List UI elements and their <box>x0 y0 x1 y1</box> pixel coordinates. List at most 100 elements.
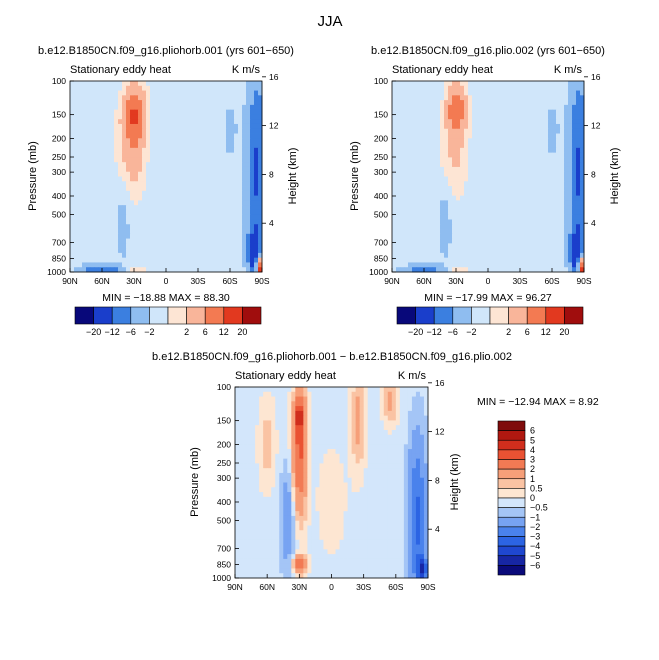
colorbar-swatch <box>452 306 472 325</box>
field-cell <box>74 147 79 154</box>
field-cell <box>202 205 207 211</box>
field-cell <box>420 176 425 182</box>
field-cell <box>359 425 365 431</box>
field-cell <box>146 104 151 111</box>
field-cell <box>387 401 393 407</box>
field-cell <box>134 119 139 125</box>
field-cell <box>568 252 573 259</box>
x-tick-label: 90S <box>254 276 269 286</box>
field-cell <box>242 262 247 268</box>
field-cell <box>568 152 573 158</box>
field-cell <box>448 252 453 259</box>
field-cell <box>146 186 151 192</box>
field-cell <box>488 128 493 134</box>
field-cell <box>444 85 449 91</box>
field-cell <box>371 387 377 393</box>
field-cell <box>202 138 207 144</box>
field-cell <box>158 162 163 168</box>
field-cell <box>540 229 545 235</box>
field-cell <box>331 406 336 412</box>
field-cell <box>166 143 171 149</box>
field-cell <box>158 181 163 187</box>
field-cell <box>428 262 433 268</box>
field-cell <box>238 171 243 177</box>
field-cell <box>351 429 357 436</box>
field-cell <box>243 482 248 488</box>
field-cell <box>496 81 501 87</box>
field-cell <box>198 100 203 106</box>
field-cell <box>98 229 103 235</box>
field-cell <box>520 152 525 158</box>
field-cell <box>323 429 328 436</box>
field-cell <box>259 396 264 402</box>
field-cell <box>267 415 272 421</box>
field-cell <box>86 252 91 259</box>
field-cell <box>416 233 421 239</box>
field-cell <box>90 262 95 268</box>
field-cell <box>343 420 348 426</box>
field-cell <box>387 429 393 436</box>
field-cell <box>287 472 292 479</box>
field-cell <box>528 238 533 244</box>
field-cell <box>90 119 95 125</box>
field-cell <box>560 166 565 173</box>
field-cell <box>392 252 397 259</box>
field-cell <box>303 415 308 421</box>
field-cell <box>303 458 308 464</box>
field-cell <box>419 477 425 483</box>
field-cell <box>540 119 545 125</box>
field-cell <box>94 123 99 130</box>
field-cell <box>504 81 509 87</box>
field-cell <box>416 162 421 168</box>
field-cell <box>512 147 517 154</box>
field-cell <box>496 209 501 216</box>
field-cell <box>544 166 549 173</box>
field-cell <box>540 114 545 120</box>
field-cell <box>218 128 223 134</box>
field-cell <box>415 429 421 436</box>
field-cell <box>102 147 107 154</box>
field-cell <box>279 439 284 445</box>
field-cell <box>102 257 107 263</box>
field-cell <box>392 166 397 173</box>
field-cell <box>242 209 247 216</box>
field-cell <box>154 114 159 120</box>
yr-tick-label: 8 <box>591 169 596 179</box>
field-cell <box>174 214 179 220</box>
field-cell <box>508 190 513 196</box>
field-cell <box>74 138 79 144</box>
field-cell <box>94 257 99 263</box>
field-cell <box>452 219 457 225</box>
field-cell <box>242 157 247 163</box>
field-cell <box>423 453 429 460</box>
field-cell <box>110 267 115 273</box>
field-cell <box>323 387 328 393</box>
field-cell <box>106 109 111 115</box>
field-cell <box>158 133 163 139</box>
field-cell <box>122 238 127 244</box>
field-cell <box>396 100 401 106</box>
field-cell <box>428 95 433 101</box>
field-cell <box>472 186 477 192</box>
field-cell <box>407 410 413 417</box>
field-cell <box>396 128 401 134</box>
field-cell <box>154 123 159 130</box>
field-cell <box>456 176 461 182</box>
field-cell <box>210 238 215 244</box>
field-cell <box>404 238 409 244</box>
field-cell <box>98 157 103 163</box>
field-cell <box>488 233 493 239</box>
field-cell <box>327 472 332 479</box>
field-cell <box>323 406 328 412</box>
field-cell <box>484 119 489 125</box>
field-cell <box>343 387 348 393</box>
field-cell <box>480 262 485 268</box>
field-cell <box>214 181 219 187</box>
field-cell <box>436 238 441 244</box>
field-cell <box>484 190 489 196</box>
field-cell <box>472 152 477 158</box>
field-cell <box>263 415 268 421</box>
field-cell <box>492 238 497 244</box>
field-cell <box>359 406 365 412</box>
field-cell <box>98 181 103 187</box>
